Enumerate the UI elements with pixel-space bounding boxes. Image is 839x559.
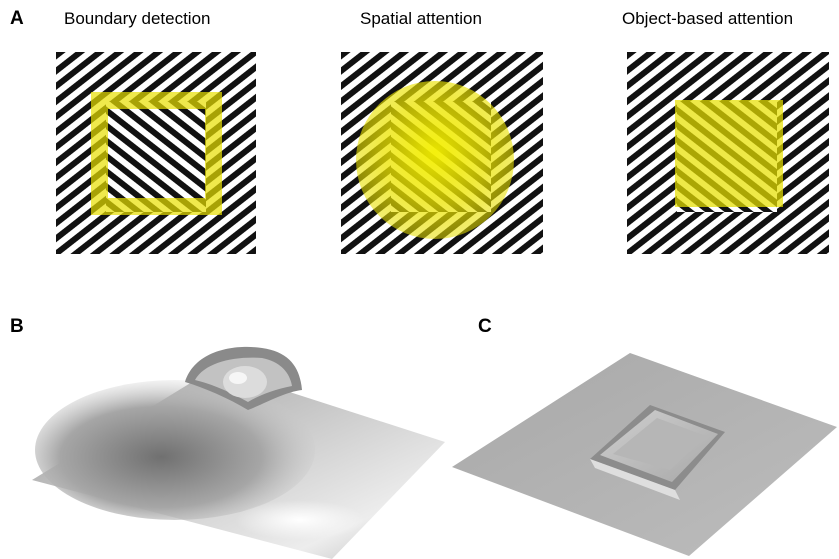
spatial-attention-image bbox=[341, 52, 543, 254]
boundary-detection-image bbox=[56, 52, 256, 254]
object-surface-plot bbox=[452, 353, 837, 556]
panel-b-label: B bbox=[10, 316, 24, 337]
boundary-detection-title: Boundary detection bbox=[64, 9, 211, 28]
boundary-surface-plot bbox=[32, 346, 445, 559]
boundary-highlight bbox=[91, 92, 222, 215]
object-based-attention-image bbox=[627, 52, 829, 254]
object-based-attention-title: Object-based attention bbox=[622, 9, 794, 28]
spotlight-highlight bbox=[356, 81, 514, 239]
object-highlight bbox=[675, 100, 783, 207]
panel-a-label: A bbox=[10, 8, 24, 29]
panel-c-label: C bbox=[478, 316, 492, 337]
spatial-attention-title: Spatial attention bbox=[360, 9, 482, 28]
